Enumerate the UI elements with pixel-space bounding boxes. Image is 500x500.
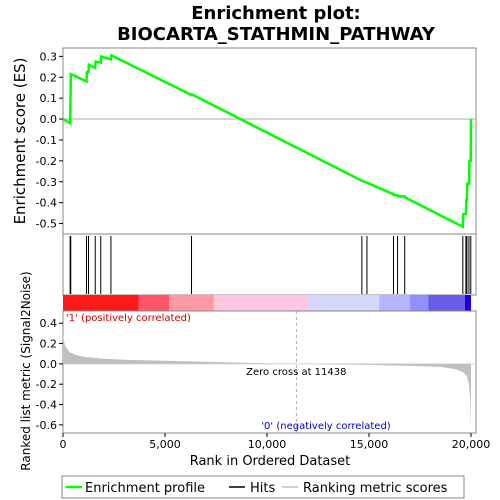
ranking-color-bar — [63, 295, 471, 311]
color-bar-segment — [169, 295, 214, 311]
metric-y-tick-label: 0.0 — [40, 358, 58, 371]
es-y-tick-label: 0.3 — [40, 50, 58, 63]
metric-y-tick-label: 0.2 — [40, 338, 58, 351]
es-panel-frame — [62, 47, 477, 235]
color-bar-segment — [464, 295, 471, 311]
color-bar-segment — [213, 295, 308, 311]
es-y-tick-label: -0.4 — [36, 197, 57, 210]
color-bar-segment — [138, 295, 170, 311]
chart-title-line-2: BIOCARTA_STATHMIN_PATHWAY — [117, 24, 436, 45]
es-y-tick-label: 0.2 — [40, 71, 58, 84]
positive-correlation-label: '1' (positively correlated) — [66, 313, 191, 324]
hits-panel — [62, 233, 477, 296]
x-axis-label: Rank in Ordered Dataset — [190, 454, 351, 469]
es-y-tick-label: 0.0 — [40, 113, 58, 126]
metric-panel-frame — [62, 310, 477, 434]
legend-label-ranking-metric: Ranking metric scores — [303, 481, 448, 496]
metric-y-tick-label: 0.4 — [40, 317, 58, 330]
es-y-tick-label: -0.3 — [36, 176, 57, 189]
es-y-tick-label: -0.2 — [36, 155, 57, 168]
chart-title-line-1: Enrichment plot: — [191, 3, 361, 24]
color-bar-segment — [379, 295, 410, 311]
metric-y-tick-label: -0.6 — [36, 419, 57, 432]
x-tick-label: 20,000 — [452, 438, 491, 451]
x-tick-label: 10,000 — [248, 438, 287, 451]
zero-cross-label: Zero cross at 11438 — [246, 367, 346, 378]
hits-panel-frame — [62, 233, 477, 296]
es-y-tick-label: -0.5 — [36, 218, 57, 231]
x-tick-label: 5,000 — [149, 438, 181, 451]
metric-y-axis-label: Ranked list metric (Signal2Noise) — [19, 271, 33, 470]
es-y-tick-label: 0.1 — [40, 92, 58, 105]
metric-panel: 0.4 0.2 0.0 -0.2 -0.4 -0.6 Zero cross at 1143… — [19, 271, 477, 471]
legend-label-hits: Hits — [250, 481, 275, 496]
color-bar-segment — [409, 295, 429, 311]
enrichment-profile-line — [62, 53, 473, 229]
x-tick-label: 0 — [60, 438, 67, 451]
negative-correlation-label: '0' (negatively correlated) — [261, 421, 390, 432]
es-y-axis-label: Enrichment score (ES) — [11, 58, 29, 225]
color-bar-segment — [63, 295, 139, 311]
legend-label-enrichment-profile: Enrichment profile — [85, 481, 205, 496]
metric-y-tick-label: -0.2 — [36, 378, 57, 391]
color-bar-segment — [307, 295, 380, 311]
color-bar-segment — [428, 295, 465, 311]
es-y-tick-label: -0.1 — [36, 134, 57, 147]
metric-y-tick-label: -0.4 — [36, 399, 57, 412]
x-tick-label: 15,000 — [350, 438, 389, 451]
legend-frame — [61, 475, 465, 499]
legend: Enrichment profile Hits Ranking metric s… — [61, 475, 465, 499]
es-panel: 0.3 0.2 0.1 0.0 -0.1 -0.2 -0.3 -0.4 -0.5 Enrichm… — [11, 47, 477, 235]
